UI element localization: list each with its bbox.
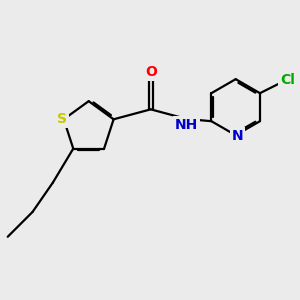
- Text: O: O: [145, 65, 157, 79]
- Text: NH: NH: [175, 118, 198, 132]
- Text: Cl: Cl: [280, 73, 296, 87]
- Text: N: N: [232, 129, 243, 143]
- Text: S: S: [57, 112, 67, 126]
